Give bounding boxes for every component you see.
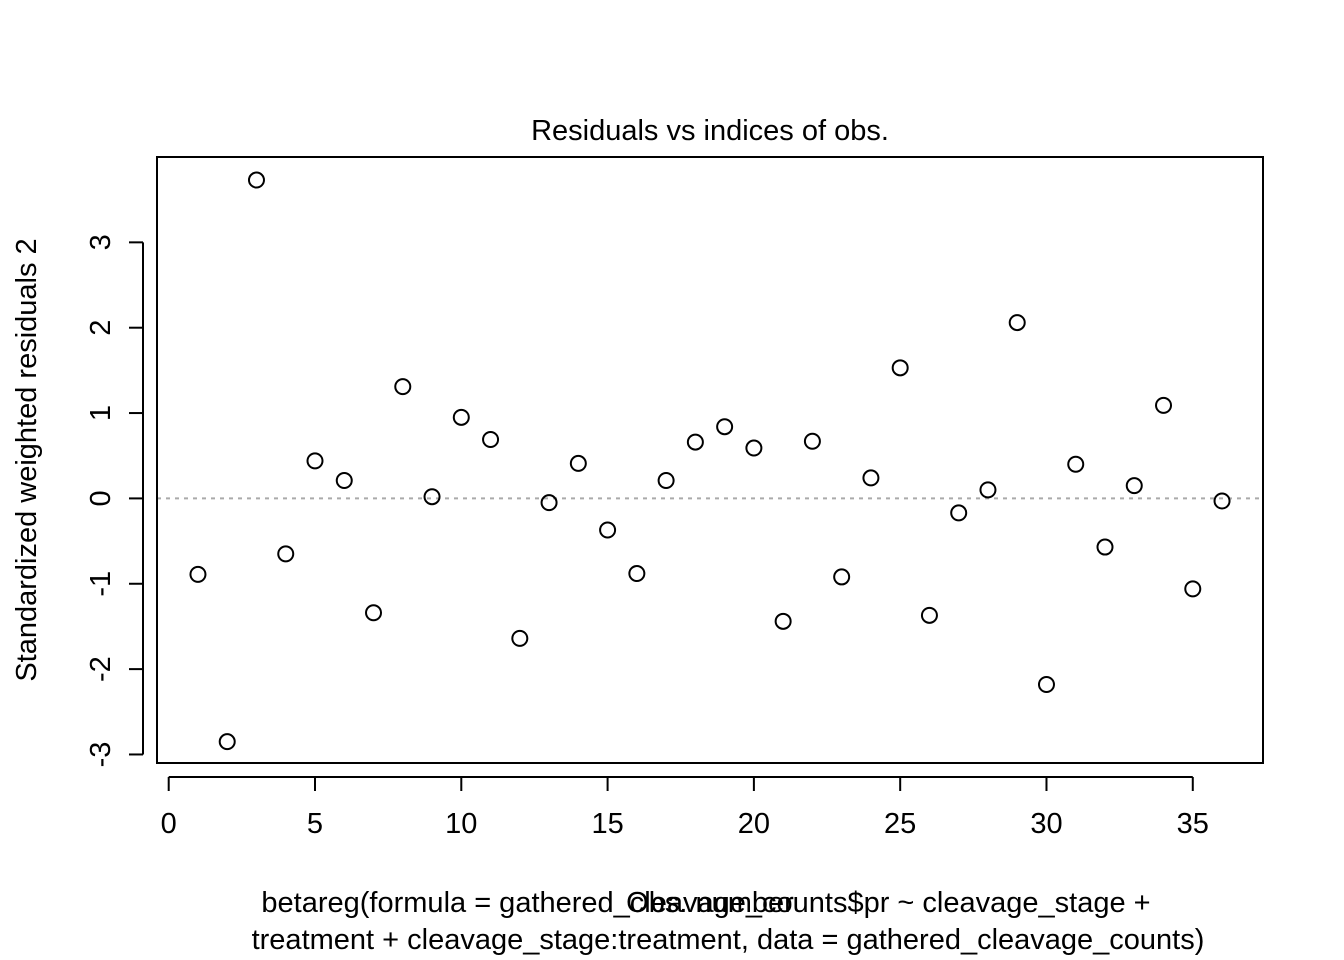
data-point [482, 431, 500, 449]
data-point [452, 408, 470, 426]
x-tick-label: 0 [161, 808, 177, 840]
data-point [540, 494, 558, 512]
y-tick-label: 2 [85, 320, 117, 336]
y-tick-label: 3 [85, 234, 117, 250]
x-axis-label: Obs. number [626, 887, 794, 919]
x-tick-label: 15 [591, 808, 623, 840]
data-point [774, 612, 792, 630]
y-tick-label: -1 [85, 571, 117, 597]
y-axis: -3 -2 -1 0 1 2 3 [85, 234, 144, 768]
chart-title: Residuals vs indices of obs. [531, 115, 889, 147]
data-point [950, 504, 968, 522]
data-point [511, 629, 529, 647]
x-axis: 0 5 10 15 20 25 30 35 [161, 776, 1209, 840]
data-point [1213, 492, 1231, 510]
y-tick-label: 1 [85, 405, 117, 421]
data-point [335, 471, 353, 489]
x-tick-label: 35 [1177, 808, 1209, 840]
data-point [1155, 396, 1173, 414]
data-point [306, 452, 324, 470]
data-point [247, 171, 265, 189]
x-tick-label: 25 [884, 808, 916, 840]
y-tick-label: -3 [85, 742, 117, 768]
x-tick-label: 20 [738, 808, 770, 840]
data-point [1008, 314, 1026, 332]
data-point [628, 565, 646, 583]
data-point [891, 359, 909, 377]
data-point [833, 568, 851, 586]
data-point [1096, 538, 1114, 556]
x-tick-label: 30 [1030, 808, 1062, 840]
data-point [394, 378, 412, 396]
data-point [920, 606, 938, 624]
y-tick-label: 0 [85, 490, 117, 506]
model-formula-line-1: betareg(formula = gathered_cleavage_coun… [261, 887, 1150, 919]
data-point [1067, 455, 1085, 473]
data-point [745, 439, 763, 457]
data-point [803, 432, 821, 450]
data-point [599, 521, 617, 539]
x-tick-label: 5 [307, 808, 323, 840]
data-point [569, 454, 587, 472]
data-point [218, 733, 236, 751]
data-point [716, 418, 734, 436]
data-point [686, 433, 704, 451]
y-tick-label: -2 [85, 656, 117, 682]
data-point [979, 481, 997, 499]
data-point [1184, 580, 1202, 598]
data-point [862, 469, 880, 487]
data-point [189, 565, 207, 583]
data-point [1125, 477, 1143, 495]
data-point [1037, 675, 1055, 693]
x-tick-label: 10 [445, 808, 477, 840]
model-formula-line-2: treatment + cleavage_stage:treatment, da… [252, 924, 1205, 956]
data-point [423, 488, 441, 506]
plot-frame [156, 156, 1264, 764]
data-point [365, 604, 383, 622]
data-points-layer [189, 171, 1231, 751]
y-axis-label: Standardized weighted residuals 2 [11, 238, 43, 681]
data-point [277, 545, 295, 563]
data-point [657, 471, 675, 489]
